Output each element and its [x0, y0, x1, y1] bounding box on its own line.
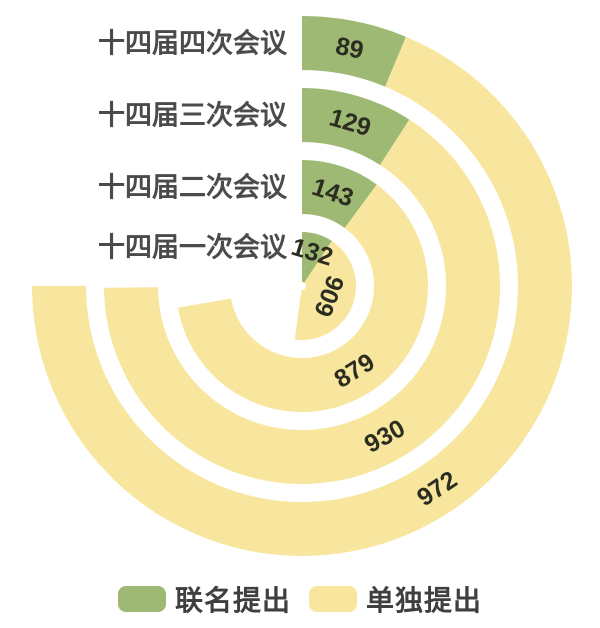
joint-value-label-4: 89 — [333, 32, 366, 65]
category-label-2: 十四届二次会议 — [98, 172, 288, 202]
legend: 联名提出 单独提出 — [0, 578, 600, 620]
ring-4-joint-arc — [302, 16, 406, 87]
legend-swatch-joint — [117, 586, 166, 612]
legend-label-solo: 单独提出 — [366, 585, 483, 616]
legend-item-joint: 联名提出 — [117, 579, 291, 619]
legend-item-solo: 单独提出 — [309, 579, 482, 619]
ring-2-solo-arc — [177, 184, 429, 413]
ring-3-solo-arc — [104, 119, 501, 485]
ring-3-joint-arc — [302, 88, 410, 165]
ring-1-joint-arc — [302, 232, 332, 283]
category-label-3: 十四届三次会议 — [98, 100, 288, 130]
category-label-4: 十四届四次会议 — [98, 28, 288, 58]
ring-2-joint-arc — [302, 160, 377, 229]
category-label-1: 十四届一次会议 — [98, 232, 288, 262]
legend-swatch-solo — [309, 586, 357, 612]
ring-1-solo-arc — [294, 241, 356, 340]
legend-label-joint: 联名提出 — [174, 585, 291, 616]
joint-value-label-1: 132 — [288, 233, 336, 272]
